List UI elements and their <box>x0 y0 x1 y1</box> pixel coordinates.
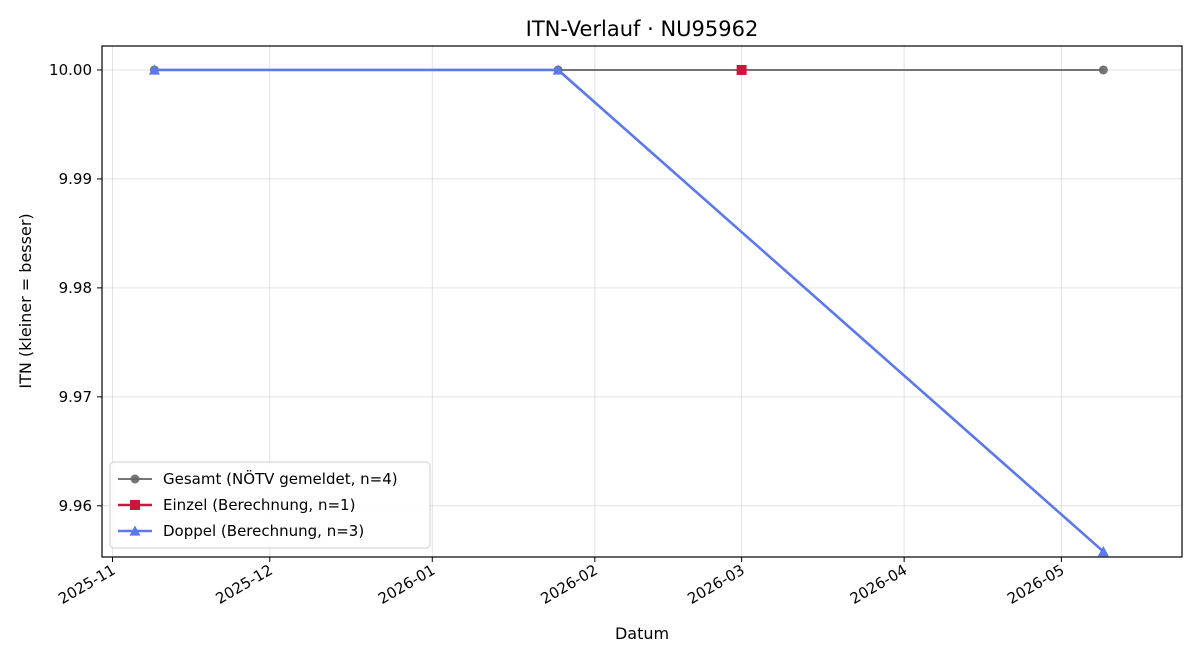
legend-entry: Doppel (Berechnung, n=3) <box>118 522 364 540</box>
series-layer <box>148 64 1109 557</box>
legend-label: Einzel (Berechnung, n=1) <box>163 496 355 514</box>
series-3 <box>148 64 1109 557</box>
legend-box <box>109 461 431 549</box>
y-tick-label: 10.00 <box>49 61 92 79</box>
legend-marker <box>130 500 140 510</box>
y-tick-label: 9.96 <box>59 497 92 515</box>
y-axis-title: ITN (kleiner = besser) <box>16 213 35 388</box>
y-tick-label: 9.99 <box>59 170 92 188</box>
legend-label: Doppel (Berechnung, n=3) <box>163 522 364 540</box>
x-axis-title: Datum <box>615 624 669 643</box>
data-point <box>1097 546 1109 557</box>
legend-marker <box>130 474 140 484</box>
legend-marker <box>129 525 141 536</box>
legend-entry: Gesamt (NÖTV gemeldet, n=4) <box>118 469 398 488</box>
data-point <box>1098 65 1108 75</box>
series-2 <box>736 64 747 75</box>
data-point <box>552 64 564 75</box>
data-point <box>148 64 160 75</box>
legend-label: Gesamt (NÖTV gemeldet, n=4) <box>163 469 398 488</box>
chart-title: ITN-Verlauf · NU95962 <box>526 17 759 41</box>
y-tick-label: 9.98 <box>59 279 92 297</box>
y-axis-ticks: 9.96 9.97 9.98 9.99 10.00 <box>49 61 102 515</box>
data-point <box>736 64 747 75</box>
plot-frame <box>101 45 1183 558</box>
y-tick-label: 9.97 <box>59 388 92 406</box>
legend-entry: Einzel (Berechnung, n=1) <box>118 496 355 514</box>
legend: Gesamt (NÖTV gemeldet, n=4) Einzel (Berec… <box>109 461 431 549</box>
